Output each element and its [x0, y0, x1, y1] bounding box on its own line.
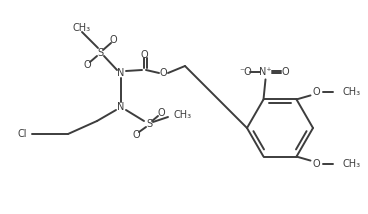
Text: O: O — [140, 50, 148, 60]
Text: O: O — [157, 108, 165, 118]
Text: O: O — [282, 67, 289, 77]
Text: N: N — [117, 102, 125, 112]
Text: CH₃: CH₃ — [343, 159, 361, 169]
Text: O: O — [109, 35, 117, 45]
Text: Cl: Cl — [17, 129, 27, 139]
Text: S: S — [146, 119, 152, 129]
Text: CH₃: CH₃ — [173, 110, 191, 120]
Text: N: N — [117, 68, 125, 78]
Text: O: O — [83, 60, 91, 70]
Text: S: S — [97, 48, 103, 58]
Text: O: O — [313, 159, 320, 169]
Text: O: O — [132, 130, 140, 140]
Text: O: O — [313, 88, 320, 97]
Text: ⁻O: ⁻O — [239, 67, 252, 77]
Text: O: O — [159, 68, 167, 78]
Text: CH₃: CH₃ — [73, 23, 91, 33]
Text: N⁺: N⁺ — [259, 67, 272, 77]
Text: CH₃: CH₃ — [343, 88, 361, 97]
